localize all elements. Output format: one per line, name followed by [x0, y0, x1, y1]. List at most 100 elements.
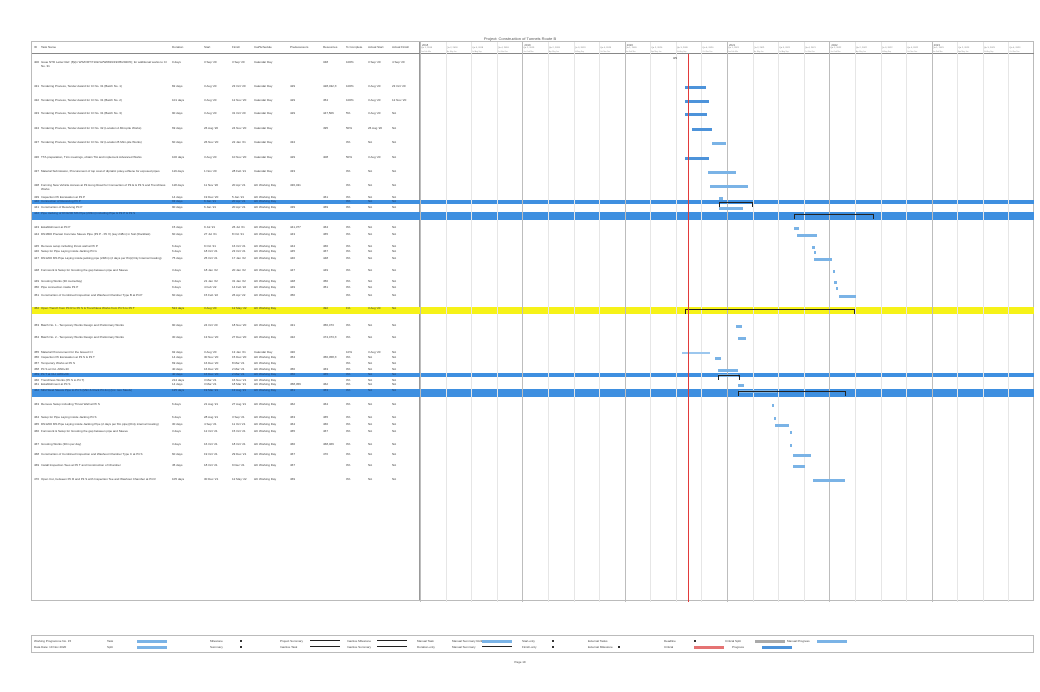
- table-row[interactable]: 445 Remove setup including thrust wall at…: [32, 244, 420, 249]
- cell-dur: 90 days: [172, 112, 183, 115]
- table-row[interactable]: 437 Tendering Process, Tender Award for C…: [32, 140, 420, 150]
- table-row[interactable]: 443 Establishment at Pit P 15 days 9 Jul '2…: [32, 225, 420, 230]
- table-row[interactable]: 452 Open Trench from Pit R to Pit S & Tre…: [32, 306, 420, 314]
- table-row[interactable]: 455 Material Procurement for the Issued C…: [32, 350, 420, 355]
- task-bar[interactable]: [685, 100, 709, 103]
- summary-bar[interactable]: [794, 214, 874, 219]
- table-row[interactable]: 434 Tendering Process, Tender Award for C…: [32, 126, 420, 136]
- task-bar[interactable]: [718, 369, 738, 372]
- table-row[interactable]: 457 Temporary Works at Pit S 69 days 16 Dec…: [32, 361, 420, 366]
- table-row[interactable]: 448 Formwork & Setup for Grouting the gap…: [32, 268, 420, 278]
- cell-astart: 26 Aug '20: [368, 127, 383, 130]
- table-row[interactable]: 461 Establishment at Pit S 14 days 3 Mar '2…: [32, 382, 420, 387]
- cell-afinish: NA: [392, 257, 397, 260]
- table-row[interactable]: 442 Pipe Jacking of DN1200 MS Pipe (233m)…: [32, 211, 420, 220]
- summary-bar[interactable]: [738, 391, 846, 396]
- table-row[interactable]: 460 Trenchless Works (Pit S to Pit T) 214 …: [32, 378, 420, 383]
- cell-pred: 464: [290, 423, 296, 426]
- task-bar[interactable]: [738, 337, 746, 340]
- table-row[interactable]: 432 Tendering Process, Tender Award for C…: [32, 98, 420, 108]
- task-bar[interactable]: [736, 325, 742, 328]
- table-row[interactable]: 400 Issue NTD Letter Ref: (8)(in WS/F/RT/…: [32, 60, 420, 70]
- table-row[interactable]: 450 Pipe connection inside Pit P 9 days 4 F…: [32, 285, 420, 290]
- quarter-label: Qtr 2, 2021: [753, 47, 765, 49]
- table-row[interactable]: 451 Construction of Combined Inspection a…: [32, 293, 420, 303]
- cell-cal: HK Working Day: [254, 269, 277, 272]
- task-bar[interactable]: [708, 171, 736, 174]
- cell-finish: 15 Oct '21: [232, 430, 246, 433]
- col-task-name: Task Name: [41, 45, 57, 49]
- task-bar[interactable]: [839, 295, 856, 298]
- task-bar[interactable]: [772, 404, 774, 407]
- table-row[interactable]: 456 Inspection Pit Excavation at Pit S & …: [32, 355, 420, 360]
- task-bar[interactable]: [794, 227, 799, 230]
- task-bar[interactable]: [719, 197, 723, 200]
- table-row[interactable]: 467 Grouting Works (30m per day) 3 days 16 …: [32, 442, 420, 447]
- table-row[interactable]: 433 Tendering Process, Tender Award for C…: [32, 111, 420, 121]
- task-bar[interactable]: [715, 357, 721, 360]
- table-row[interactable]: 465 DN1200 MS Pipe Laying inside Jacking …: [32, 422, 420, 427]
- table-row[interactable]: 468 Construction of Combined Inspection a…: [32, 452, 420, 462]
- task-bar[interactable]: [710, 185, 748, 188]
- task-bar[interactable]: [774, 417, 776, 420]
- task-bar[interactable]: [833, 270, 835, 273]
- task-bar[interactable]: [790, 444, 792, 447]
- table-row[interactable]: 438 Forming New Vehicle Access at Pit Hon…: [32, 183, 420, 193]
- table-row[interactable]: 431 Tendering Process, Tender Award for C…: [32, 84, 420, 94]
- table-row[interactable]: 440 Connection of Receiving Pit P 93 days 6…: [32, 199, 420, 204]
- table-row[interactable]: 453 Batch No. 1 - Temporary Works Design …: [32, 323, 420, 333]
- task-bar[interactable]: [793, 454, 811, 457]
- table-row[interactable]: 466 Formwork & Setup for Grouting the gap…: [32, 429, 420, 439]
- task-bar[interactable]: [797, 234, 817, 237]
- summary-bar[interactable]: [685, 309, 855, 314]
- quarter-label: Qtr 4, 2019: [600, 47, 612, 49]
- cell-start: 28 Aug '21: [204, 416, 219, 419]
- table-row[interactable]: 454 Batch No. 2 - Temporary Works Design …: [32, 335, 420, 345]
- table-row[interactable]: 464 Setup for Pipe Laying inside Jacking …: [32, 415, 420, 425]
- summary-bar[interactable]: [718, 375, 740, 380]
- table-row[interactable]: 463 Remove Setup including Thrust Wall at…: [32, 402, 420, 407]
- task-bar[interactable]: [836, 287, 838, 290]
- table-row[interactable]: 439 Inspection Pit Excavation at Pit P 14 …: [32, 195, 420, 200]
- task-bar[interactable]: [790, 431, 792, 434]
- cell-name: Construction of Receiving Pit P: [41, 205, 83, 209]
- cell-finish: 18 Nov '20: [232, 324, 247, 327]
- cell-astart: NA: [368, 196, 373, 199]
- cell-name: Material Procurement for the Issued CI: [41, 350, 93, 354]
- table-row[interactable]: 458 Pit S at CH. AW0+30 40 days 16 Dec '20 2…: [32, 367, 420, 372]
- table-row[interactable]: 436 TTA preparation, TLG meetings, obtain…: [32, 155, 420, 165]
- task-bar[interactable]: [685, 157, 709, 160]
- task-bar[interactable]: [775, 424, 789, 427]
- legend-project: Working Programme No. 15: [34, 639, 72, 643]
- cell-astart: NA: [368, 373, 373, 376]
- table-row[interactable]: 447 DN1200 MS Pipe Laying inside jacking …: [32, 256, 420, 266]
- legend-swatch: [694, 646, 724, 649]
- task-bar[interactable]: [738, 384, 744, 387]
- cell-name: Tendering Process, Tender Award for Cl N…: [41, 126, 142, 130]
- task-bar[interactable]: [813, 479, 845, 482]
- task-bar[interactable]: [685, 113, 707, 116]
- task-bar[interactable]: [692, 128, 712, 131]
- table-row[interactable]: 470 Open Cut, between Pit R and Pit S wit…: [32, 477, 420, 487]
- task-bar[interactable]: [685, 86, 706, 89]
- cell-cal: HK Working Day: [254, 184, 277, 187]
- task-bar[interactable]: [682, 352, 710, 354]
- table-row[interactable]: 441 Construction of Receiving Pit P 90 day…: [32, 205, 420, 210]
- table-row[interactable]: 449 Grouting Works (30 metre/day) 9 days 21…: [32, 279, 420, 284]
- table-row[interactable]: 446 Setup for Pipe Laying inside Jacking …: [32, 249, 420, 254]
- task-bar[interactable]: [719, 207, 743, 210]
- table-row[interactable]: 462 Mild Steel Sleeve Pipe to Pit S (Mini…: [32, 388, 420, 397]
- table-row[interactable]: 459 Pit T at CH. AW0+69 40 days 16 Dec '20 2…: [32, 372, 420, 377]
- cell-dur: 6 days: [172, 250, 181, 253]
- cell-pred: 465: [290, 430, 296, 433]
- table-row[interactable]: 437 Material Submission, Procurement of t…: [32, 169, 420, 179]
- task-bar[interactable]: [814, 258, 832, 261]
- summary-bar[interactable]: [719, 202, 753, 207]
- task-bar[interactable]: [814, 251, 816, 254]
- task-bar[interactable]: [812, 246, 815, 249]
- task-bar[interactable]: [834, 281, 837, 284]
- table-row[interactable]: 444 DN1800 Precast Concrete Sleeve Pipe (…: [32, 232, 420, 242]
- table-row[interactable]: 469 Install Inspection Tees at Pit T and …: [32, 463, 420, 473]
- task-bar[interactable]: [793, 465, 805, 468]
- task-bar[interactable]: [712, 142, 726, 145]
